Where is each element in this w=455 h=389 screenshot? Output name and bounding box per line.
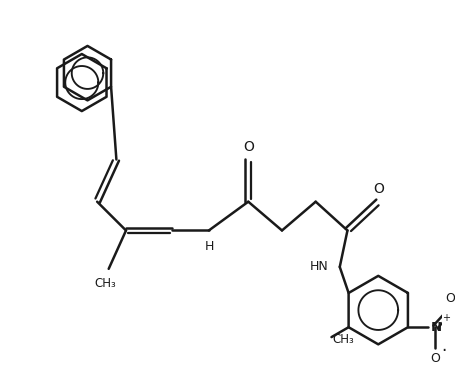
Text: ·: ·	[441, 342, 446, 360]
Text: +: +	[441, 313, 449, 323]
Text: CH₃: CH₃	[332, 333, 354, 346]
Text: CH₃: CH₃	[94, 277, 116, 290]
Text: O: O	[445, 292, 455, 305]
Text: N: N	[430, 321, 441, 334]
Text: H: H	[204, 240, 213, 253]
Text: O: O	[243, 140, 253, 154]
Text: HN: HN	[309, 260, 328, 273]
Text: O: O	[429, 352, 439, 365]
Text: O: O	[372, 182, 383, 196]
